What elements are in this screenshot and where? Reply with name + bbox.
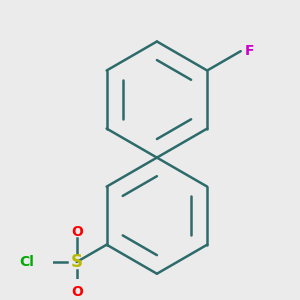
Text: F: F <box>245 44 254 58</box>
Text: O: O <box>71 285 82 299</box>
Text: Cl: Cl <box>19 255 34 269</box>
Text: S: S <box>71 253 83 271</box>
Text: O: O <box>71 225 82 238</box>
